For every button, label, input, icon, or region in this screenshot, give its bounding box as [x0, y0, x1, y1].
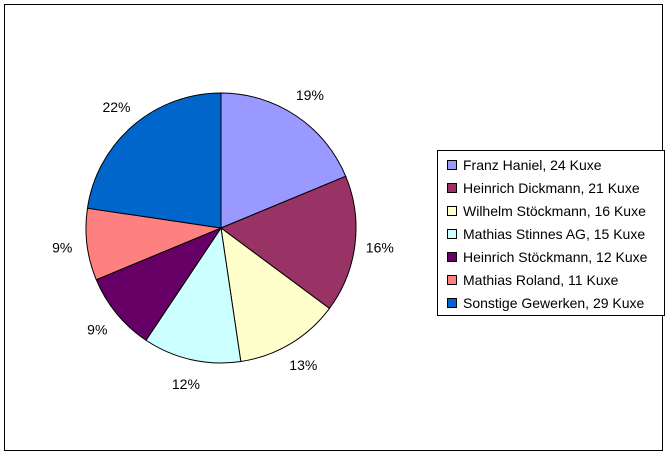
- legend-item: Heinrich Dickmann, 21 Kuxe: [447, 176, 664, 199]
- pie-slice-franz-haniel: [220, 92, 347, 229]
- slice-percent-label: 16%: [366, 240, 394, 256]
- slice-percent-label: 9%: [52, 240, 72, 256]
- legend-item: Mathias Roland, 11 Kuxe: [447, 268, 664, 291]
- legend-swatch: [447, 297, 457, 308]
- pie-slice-sonstige-gewerken: [86, 92, 222, 229]
- legend-label: Mathias Roland, 11 Kuxe: [463, 271, 619, 288]
- legend-swatch: [447, 159, 457, 170]
- legend-label: Mathias Stinnes AG, 15 Kuxe: [463, 225, 646, 242]
- legend-swatch: [447, 251, 457, 262]
- chart-area: 19% 16% 13% 12% 9% 9% 22% Franz Haniel, 24 Kux…: [4, 4, 665, 451]
- legend-item: Wilhelm Stöckmann, 16 Kuxe: [447, 199, 664, 222]
- legend-label: Heinrich Stöckmann, 12 Kuxe: [463, 248, 648, 265]
- pie-slice-wilhelm-stoeckmann: [220, 226, 331, 363]
- slice-percent-label: 22%: [102, 99, 130, 115]
- pie-slice-heinrich-dickmann: [219, 175, 357, 310]
- slice-percent-label: 9%: [87, 322, 107, 338]
- slice-percent-label: 13%: [289, 357, 317, 373]
- legend: Franz Haniel, 24 Kuxe Heinrich Dickmann, …: [437, 150, 665, 316]
- pie-slice-mathias-stinnes-ag: [145, 226, 242, 364]
- pie-chart: 19% 16% 13% 12% 9% 9% 22%: [52, 87, 394, 392]
- legend-swatch: [447, 205, 457, 216]
- legend-item: Mathias Stinnes AG, 15 Kuxe: [447, 222, 664, 245]
- legend-swatch: [447, 182, 457, 193]
- legend-label: Sonstige Gewerken, 29 Kuxe: [463, 294, 645, 311]
- legend-label: Franz Haniel, 24 Kuxe: [463, 156, 602, 173]
- legend-label: Heinrich Dickmann, 21 Kuxe: [463, 179, 640, 196]
- legend-swatch: [447, 228, 457, 239]
- pie-slice-heinrich-stoeckmann: [95, 226, 223, 341]
- legend-item: Franz Haniel, 24 Kuxe: [447, 153, 664, 176]
- legend-label: Wilhelm Stöckmann, 16 Kuxe: [463, 202, 646, 219]
- slice-percent-label: 12%: [172, 376, 200, 392]
- legend-item: Heinrich Stöckmann, 12 Kuxe: [447, 245, 664, 268]
- legend-item: Sonstige Gewerken, 29 Kuxe: [447, 291, 664, 314]
- legend-swatch: [447, 274, 457, 285]
- slice-percent-label: 19%: [296, 87, 324, 103]
